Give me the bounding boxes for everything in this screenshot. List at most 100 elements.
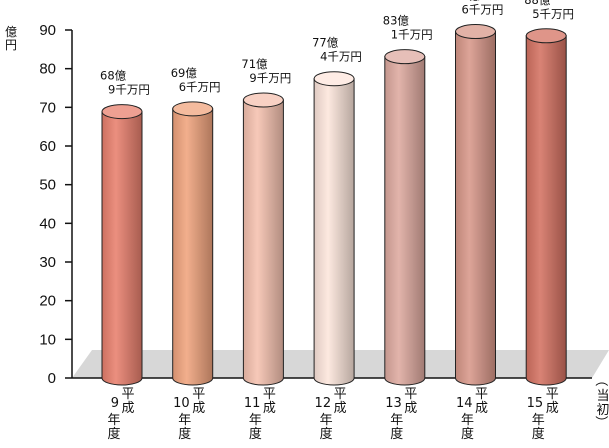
y-tick-label: 30 (39, 254, 56, 271)
category-number: 11 (244, 396, 261, 411)
data-label-line2: 9千万円 (108, 83, 150, 97)
note-char: 初 (596, 403, 609, 418)
bar-body (242, 99, 284, 386)
bar-top (172, 101, 214, 117)
bar-body (455, 31, 496, 386)
data-label-line2: 5千万円 (532, 7, 574, 21)
data-label-line1: 68億 (100, 69, 127, 83)
bar (242, 92, 284, 386)
bar-top (455, 24, 496, 40)
category-suffix: 度 (532, 426, 545, 442)
bar-body (101, 111, 143, 386)
category-suffix: 年 (390, 413, 403, 428)
data-label-line1: 71億 (241, 57, 268, 71)
bar (313, 71, 355, 386)
bar-body (313, 78, 355, 386)
category-suffix: 年 (320, 413, 333, 428)
category-number: 13 (385, 396, 402, 411)
category-era: 成 (121, 401, 134, 416)
y-tick-label: 0 (48, 370, 56, 387)
bar (525, 28, 567, 386)
bar-top (525, 28, 567, 44)
category-suffix: 年 (107, 413, 120, 428)
note-char: ） (593, 415, 608, 428)
bar-top (313, 71, 355, 87)
data-label: 88億5千万円 (524, 0, 574, 21)
category-era: 成 (404, 401, 417, 416)
bar (384, 49, 426, 386)
note-char: （ (593, 373, 608, 386)
data-label-line1: 77億 (312, 36, 339, 50)
category-suffix: 度 (249, 426, 262, 442)
y-axis-unit-label: 円 (5, 38, 17, 52)
bar (455, 24, 496, 386)
data-label-line1: 83億 (383, 14, 410, 28)
category-number: 12 (315, 396, 332, 411)
bar-body (172, 108, 214, 386)
category-suffix: 度 (390, 426, 403, 442)
category-era: 成 (546, 401, 559, 416)
category-number: 9 (111, 396, 119, 411)
bar-top (384, 49, 426, 65)
category-suffix: 度 (178, 426, 191, 442)
y-tick-label: 80 (39, 61, 56, 78)
note-char: 当 (596, 389, 609, 404)
bar-body (525, 35, 567, 386)
category-suffix: 度 (107, 426, 120, 442)
data-label-line1: 69億 (171, 66, 198, 80)
category-number: 15 (527, 396, 544, 411)
y-tick-label: 20 (39, 293, 56, 310)
bar-top (101, 104, 143, 120)
y-tick-label: 50 (39, 177, 56, 194)
category-suffix: 度 (320, 426, 333, 442)
data-label-line2: 6千万円 (462, 3, 504, 17)
category-era: 成 (334, 401, 347, 416)
category-suffix: 年 (178, 413, 191, 428)
data-label-line1: 89億 (454, 0, 481, 3)
y-tick-label: 10 (39, 331, 56, 348)
category-era: 成 (263, 401, 276, 416)
data-label: 89億6千万円 (454, 0, 504, 17)
y-axis-unit-label: 億 (5, 25, 17, 39)
y-tick-label: 60 (39, 138, 56, 155)
category-era: 平 (192, 387, 205, 402)
category-suffix: 年 (461, 413, 474, 428)
category-suffix: 年 (249, 413, 262, 428)
category-suffix: 度 (461, 426, 474, 442)
y-tick-label: 90 (39, 22, 56, 39)
fiscal-note-label: （ 当初） (593, 373, 609, 428)
bar (172, 101, 214, 386)
category-era: 平 (263, 387, 276, 402)
category-era: 平 (404, 387, 417, 402)
category-era: 平 (334, 387, 347, 402)
category-era: 成 (192, 401, 205, 416)
y-tick-label: 70 (39, 99, 56, 116)
data-label-line2: 4千万円 (320, 50, 362, 64)
category-number: 14 (456, 396, 473, 411)
category-number: 10 (173, 396, 190, 411)
bar-top (242, 92, 284, 108)
data-label-line2: 1千万円 (391, 28, 433, 42)
y-tick-label: 40 (39, 215, 56, 232)
data-label-line2: 9千万円 (249, 71, 291, 85)
category-suffix: 年 (532, 413, 545, 428)
category-era: 平 (121, 387, 134, 402)
category-era: 成 (475, 401, 488, 416)
category-era: 平 (546, 387, 559, 402)
data-label-line2: 6千万円 (179, 80, 221, 94)
bar (101, 104, 143, 386)
category-era: 平 (475, 387, 488, 402)
